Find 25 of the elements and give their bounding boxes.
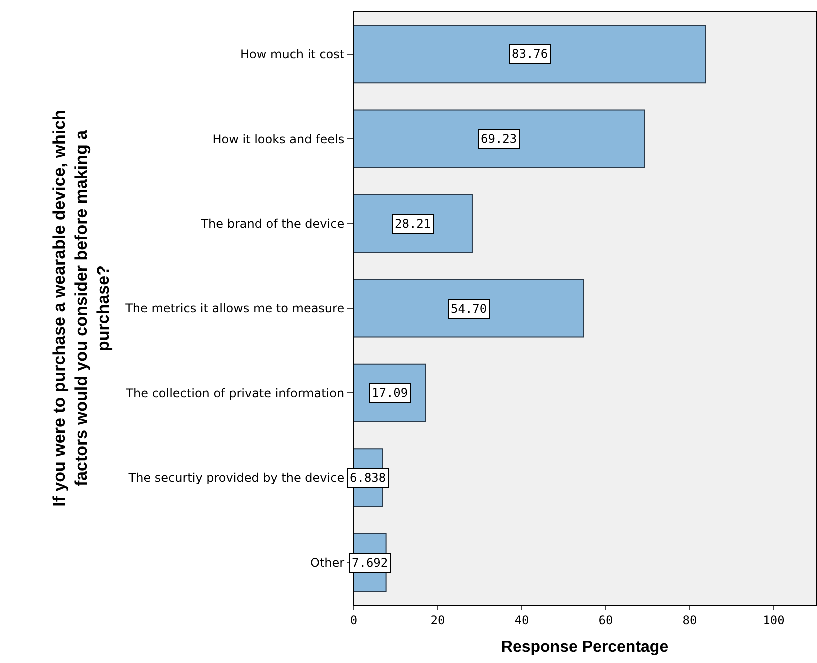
y-tick-label: The metrics it allows me to measure bbox=[124, 302, 345, 316]
x-tick-label: 80 bbox=[682, 613, 698, 628]
x-tick-label: 100 bbox=[763, 613, 785, 628]
y-tick-label: The collection of private information bbox=[125, 386, 345, 400]
data-label: 69.23 bbox=[481, 132, 518, 146]
bar bbox=[354, 110, 646, 168]
y-axis-title: If you were to purchase a wearable device, which factors would you consider before making a purchase? bbox=[50, 110, 114, 507]
y-tick-label: Other bbox=[310, 556, 345, 570]
y-tick-label: The securtiy provided by the device bbox=[128, 471, 345, 486]
data-label: 7.692 bbox=[352, 556, 388, 570]
bar bbox=[354, 25, 706, 84]
bar bbox=[354, 279, 584, 338]
data-label: 17.09 bbox=[372, 386, 408, 400]
y-tick-label: The brand of the device bbox=[200, 216, 345, 231]
x-tick-label: 40 bbox=[514, 613, 530, 628]
x-tick-label: 60 bbox=[598, 613, 614, 628]
data-label: 6.838 bbox=[350, 471, 386, 485]
data-label: 54.70 bbox=[451, 302, 488, 316]
x-tick-label: 0 bbox=[350, 613, 358, 628]
x-tick-label: 20 bbox=[430, 613, 446, 628]
data-label: 28.21 bbox=[395, 217, 432, 231]
data-label: 83.76 bbox=[512, 47, 548, 61]
x-axis-title: Response Percentage bbox=[501, 639, 669, 656]
y-tick-label: How much it cost bbox=[240, 48, 345, 62]
y-tick-label: How it looks and feels bbox=[212, 132, 345, 146]
